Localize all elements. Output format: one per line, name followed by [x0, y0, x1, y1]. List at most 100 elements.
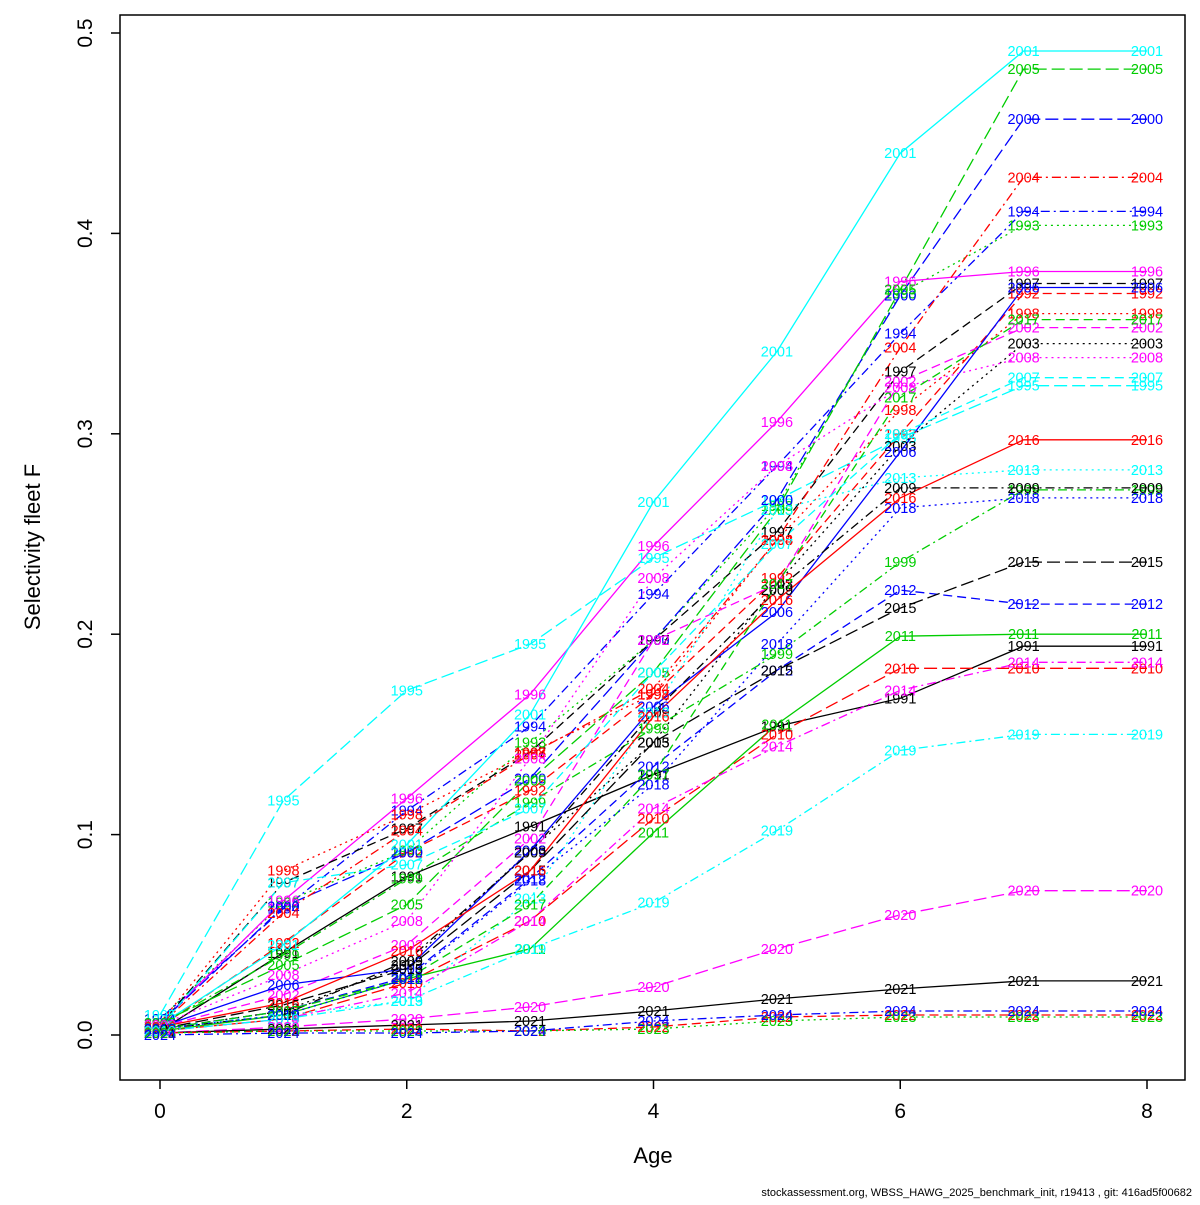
year-label-1992-age0: 1992 [144, 1020, 176, 1036]
year-label-2014-age0: 2014 [144, 1024, 176, 1040]
year-label-2011-age0: 2011 [144, 1024, 175, 1040]
year-label-2009-age4: 2009 [637, 705, 669, 721]
year-label-2009-age6: 2009 [884, 481, 916, 497]
year-label-1994-age3: 1994 [514, 719, 546, 735]
year-label-2020-age1: 2020 [267, 1020, 299, 1036]
year-label-1991-age8: 1991 [1131, 639, 1163, 655]
footer-credit: stockassessment.org, WBSS_HAWG_2025_benc… [761, 1187, 1192, 1199]
year-label-2017-age3: 2017 [514, 898, 546, 914]
year-label-1993-age5: 1993 [761, 499, 793, 515]
year-label-2004-age2: 2004 [391, 824, 423, 840]
year-label-2015-age7: 2015 [1007, 555, 1039, 571]
year-label-2018-age8: 2018 [1131, 491, 1163, 507]
year-label-2021-age6: 2021 [884, 982, 916, 998]
year-label-2020-age2: 2020 [391, 1012, 423, 1028]
year-label-2009-age5: 2009 [761, 583, 793, 599]
year-label-1994-age4: 1994 [637, 587, 669, 603]
x-tick-label: 2 [401, 1100, 413, 1123]
year-label-1991-age0: 1991 [144, 1024, 176, 1040]
year-label-2012-age2: 2012 [391, 970, 423, 986]
year-label-2019-age6: 2019 [884, 743, 916, 759]
year-label-2000-age0: 2000 [144, 1016, 176, 1032]
year-label-1995-age6: 1995 [884, 431, 916, 447]
series-line-2001 [159, 50, 1147, 1026]
year-label-1996-age6: 1996 [884, 275, 916, 291]
year-label-2015-age1: 2015 [267, 998, 299, 1014]
year-label-2002-age4: 2002 [637, 633, 669, 649]
year-label-2004-age3: 2004 [514, 747, 546, 763]
year-label-2014-age3: 2014 [514, 914, 546, 930]
year-label-1992-age7: 1992 [1007, 287, 1039, 303]
series-line-1992 [159, 292, 1147, 1028]
year-label-2014-age6: 2014 [884, 683, 916, 699]
year-label-2003-age5: 2003 [761, 577, 793, 593]
year-label-2022-age6: 2022 [884, 1008, 916, 1024]
year-label-2001-age8: 2001 [1131, 44, 1163, 60]
year-label-2001-age3: 2001 [514, 707, 546, 723]
year-label-1999-age2: 1999 [391, 872, 423, 888]
year-label-2004-age4: 2004 [637, 681, 669, 697]
year-label-2023-age4: 2023 [637, 1022, 669, 1038]
year-label-2007-age2: 2007 [391, 858, 423, 874]
year-label-2021-age4: 2021 [637, 1004, 669, 1020]
year-label-2016-age5: 2016 [761, 593, 793, 609]
year-label-2014-age1: 2014 [267, 1012, 299, 1028]
year-label-2008-age1: 2008 [267, 968, 299, 984]
year-label-1998-age0: 1998 [144, 1016, 176, 1032]
year-label-2010-age3: 2010 [514, 914, 546, 930]
x-tick-label: 8 [1141, 1100, 1153, 1123]
year-label-1996-age1: 1996 [267, 894, 299, 910]
year-label-2018-age3: 2018 [514, 874, 546, 890]
year-label-2000-age8: 2000 [1131, 112, 1163, 128]
year-label-1995-age2: 1995 [391, 683, 423, 699]
year-label-2018-age6: 2018 [884, 501, 916, 517]
year-label-2000-age1: 2000 [267, 900, 299, 916]
year-label-2017-age5: 2017 [761, 577, 793, 593]
year-label-1999-age6: 1999 [884, 555, 916, 571]
year-label-1991-age4: 1991 [637, 768, 669, 784]
year-label-2013-age1: 2013 [267, 1008, 299, 1024]
year-label-1998-age3: 1998 [514, 745, 546, 761]
year-label-2012-age8: 2012 [1131, 597, 1163, 613]
year-label-1997-age3: 1997 [514, 745, 546, 761]
year-label-2016-age8: 2016 [1131, 433, 1163, 449]
year-label-2024-age0: 2024 [144, 1028, 176, 1044]
series-line-2024 [159, 1010, 1147, 1036]
year-label-2002-age2: 2002 [391, 938, 423, 954]
year-label-2009-age0: 2009 [144, 1022, 176, 1038]
year-label-1994-age7: 1994 [1007, 204, 1039, 220]
year-label-2019-age1: 2019 [267, 1012, 299, 1028]
year-label-2019-age7: 2019 [1007, 727, 1039, 743]
year-label-2000-age5: 2000 [761, 493, 793, 509]
year-label-1991-age2: 1991 [391, 870, 423, 886]
year-label-2020-age7: 2020 [1007, 884, 1039, 900]
year-label-1995-age4: 1995 [637, 551, 669, 567]
series-line-2022 [159, 1014, 1147, 1034]
year-label-1994-age2: 1994 [391, 804, 423, 820]
year-label-2002-age5: 2002 [761, 577, 793, 593]
year-label-2014-age2: 2014 [391, 986, 423, 1002]
year-label-2008-age3: 2008 [514, 751, 546, 767]
year-label-2017-age7: 2017 [1007, 313, 1039, 329]
year-label-2012-age1: 2012 [267, 1004, 299, 1020]
year-label-2009-age7: 2009 [1007, 481, 1039, 497]
year-label-2008-age0: 2008 [144, 1018, 176, 1034]
year-label-2010-age8: 2010 [1131, 661, 1163, 677]
year-label-2012-age0: 2012 [144, 1022, 176, 1038]
year-label-2020-age5: 2020 [761, 942, 793, 958]
year-label-2009-age3: 2009 [514, 846, 546, 862]
year-label-2017-age4: 2017 [637, 768, 669, 784]
year-label-2015-age5: 2015 [761, 663, 793, 679]
year-label-1992-age8: 1992 [1131, 287, 1163, 303]
year-label-2000-age2: 2000 [391, 846, 423, 862]
y-tick-label: 0.1 [74, 820, 97, 849]
series-line-2007 [159, 377, 1147, 1028]
year-label-1994-age8: 1994 [1131, 204, 1163, 220]
year-label-2022-age1: 2022 [267, 1024, 299, 1040]
year-label-1998-age7: 1998 [1007, 307, 1039, 323]
year-label-1997-age4: 1997 [637, 633, 669, 649]
series-line-2020 [159, 890, 1147, 1034]
year-label-2005-age6: 2005 [884, 283, 916, 299]
year-label-2005-age5: 2005 [761, 503, 793, 519]
